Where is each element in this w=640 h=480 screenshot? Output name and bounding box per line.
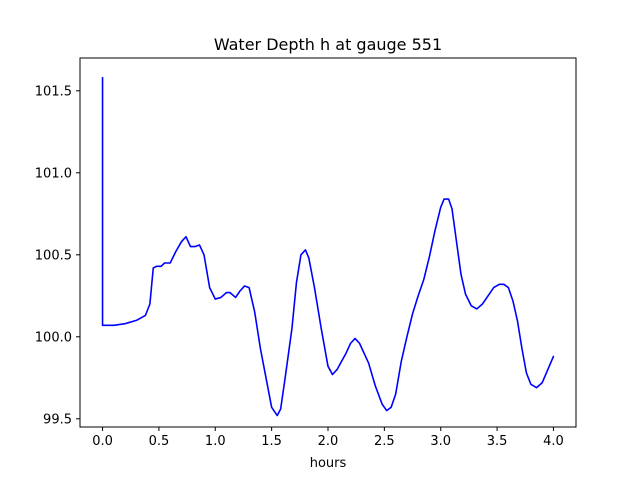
x-tick-label: 1.0 bbox=[205, 434, 226, 449]
x-tick-label: 0.0 bbox=[92, 434, 113, 449]
x-tick-label: 0.5 bbox=[149, 434, 170, 449]
y-tick-label: 101.0 bbox=[35, 166, 72, 181]
axis-ticks: 0.0 0.5 1.0 1.5 2.0 2.5 3.0 3.5 4.0 99.5 100.0 100.… bbox=[35, 84, 564, 449]
axes-frame bbox=[79, 57, 577, 428]
y-tick-label: 100.0 bbox=[35, 330, 72, 345]
plot-area bbox=[101, 76, 555, 417]
x-tick-label: 2.5 bbox=[374, 434, 395, 449]
x-tick-label: 3.0 bbox=[430, 434, 451, 449]
x-tick-label: 3.5 bbox=[487, 434, 508, 449]
chart-title: Water Depth h at gauge 551 bbox=[214, 35, 442, 54]
x-axis-label: hours bbox=[310, 456, 347, 471]
x-tick-label: 1.5 bbox=[261, 434, 282, 449]
y-tick-label: 99.5 bbox=[43, 412, 72, 427]
x-tick-label: 4.0 bbox=[543, 434, 564, 449]
series-line bbox=[101, 76, 555, 417]
x-tick-label: 2.0 bbox=[318, 434, 339, 449]
y-tick-label: 101.5 bbox=[35, 84, 72, 99]
y-tick-label: 100.5 bbox=[35, 248, 72, 263]
